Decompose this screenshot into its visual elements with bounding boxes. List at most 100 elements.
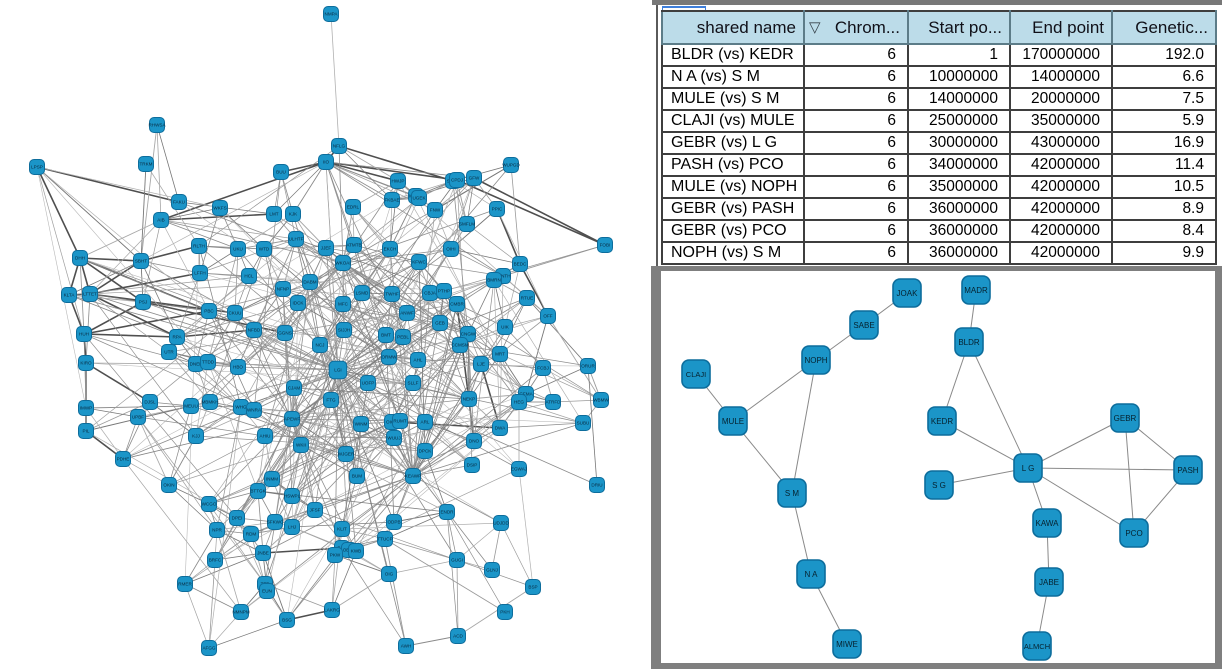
svg-text:FKBAE: FKBAE xyxy=(384,198,399,203)
svg-text:CPDJ: CPDJ xyxy=(451,178,463,183)
svg-text:FCBJ: FCBJ xyxy=(537,366,548,371)
svg-text:TWHF: TWHF xyxy=(385,292,398,297)
svg-text:CKUU: CKUU xyxy=(228,311,241,316)
svg-text:MULE: MULE xyxy=(722,417,744,426)
svg-text:JNBE: JNBE xyxy=(257,551,269,556)
svg-text:DPEI: DPEI xyxy=(232,516,243,521)
svg-text:ANWF: ANWF xyxy=(400,311,414,316)
svg-text:WUPGD: WUPGD xyxy=(502,163,520,168)
svg-text:HCL: HCL xyxy=(244,274,254,279)
svg-text:PKH: PKH xyxy=(500,610,509,615)
svg-text:AFGG: AFGG xyxy=(202,646,215,651)
svg-text:AHL: AHL xyxy=(414,358,423,363)
svg-text:SFKWC: SFKWC xyxy=(267,520,284,525)
svg-text:EKCH: EKCH xyxy=(384,247,397,252)
svg-text:HBO: HBO xyxy=(233,365,243,370)
svg-text:KWB: KWB xyxy=(351,549,361,554)
svg-text:SUBU: SUBU xyxy=(577,421,590,426)
svg-text:FTG: FTG xyxy=(326,398,336,403)
svg-text:ORUR: ORUR xyxy=(581,364,595,369)
svg-text:UPBF: UPBF xyxy=(132,415,144,420)
svg-text:BUU: BUU xyxy=(276,170,286,175)
svg-text:PTHP: PTHP xyxy=(438,289,450,294)
svg-text:RTUE: RTUE xyxy=(521,296,533,301)
svg-text:RUMT: RUMT xyxy=(393,419,406,424)
svg-text:UDJDD: UDJDD xyxy=(493,521,509,526)
svg-text:UGEK: UGEK xyxy=(412,196,426,201)
svg-text:BMT: BMT xyxy=(381,333,391,338)
svg-text:ULHTF: ULHTF xyxy=(289,237,304,242)
svg-text:KEDR: KEDR xyxy=(931,417,953,426)
svg-text:WCGO: WCGO xyxy=(202,502,217,507)
svg-text:BSG: BSG xyxy=(282,618,292,623)
svg-text:GLNJ: GLNJ xyxy=(486,568,498,573)
svg-text:APEWF: APEWF xyxy=(284,417,301,422)
svg-text:PSJ: PSJ xyxy=(139,300,147,305)
svg-text:TRKM: TRKM xyxy=(139,162,152,167)
svg-text:NOPH: NOPH xyxy=(804,356,827,365)
svg-text:UOFP: UOFP xyxy=(362,381,375,386)
svg-text:RHWSA: RHWSA xyxy=(148,123,166,128)
svg-text:DPCK: DPCK xyxy=(419,449,433,454)
svg-text:HEG: HEG xyxy=(514,400,524,405)
svg-text:OIG: OIG xyxy=(385,572,394,577)
svg-text:SBHT: SBHT xyxy=(135,259,147,264)
svg-text:WHG: WHG xyxy=(235,405,247,410)
svg-text:IDCK: IDCK xyxy=(293,301,305,306)
svg-text:RDM: RDM xyxy=(246,532,257,537)
svg-text:LJE: LJE xyxy=(477,362,485,367)
svg-text:DNEE: DNEE xyxy=(190,362,203,367)
svg-text:ORMW: ORMW xyxy=(381,355,397,360)
svg-text:BLDR: BLDR xyxy=(958,338,980,347)
svg-text:KAWA: KAWA xyxy=(1036,519,1060,528)
svg-text:DRIU: DRIU xyxy=(591,483,602,488)
svg-text:JABE: JABE xyxy=(1039,578,1059,587)
svg-text:RLTH: RLTH xyxy=(193,244,205,249)
svg-text:WJGER: WJGER xyxy=(338,452,355,457)
svg-text:HWJP: HWJP xyxy=(391,179,404,184)
svg-text:JFSF: JFSF xyxy=(310,508,321,513)
svg-text:PEBL: PEBL xyxy=(397,335,409,340)
svg-text:GEBR: GEBR xyxy=(1114,414,1137,423)
svg-text:SIJJH: SIJJH xyxy=(338,328,350,333)
svg-text:RMER: RMER xyxy=(178,582,192,587)
svg-text:GGNS: GGNS xyxy=(278,331,292,336)
svg-text:LGI: LGI xyxy=(334,368,341,373)
svg-text:UKU: UKU xyxy=(233,247,243,252)
svg-text:JOAK: JOAK xyxy=(897,289,919,298)
svg-text:BUM: BUM xyxy=(352,474,362,479)
svg-text:NFLG: NFLG xyxy=(333,144,346,149)
svg-text:LFFH: LFFH xyxy=(194,271,205,276)
svg-text:LSNTH: LSNTH xyxy=(495,274,510,279)
svg-text:EGWAJ: EGWAJ xyxy=(511,467,527,472)
svg-text:OIHI: OIHI xyxy=(446,247,455,252)
svg-text:ALMCH: ALMCH xyxy=(1024,642,1050,651)
svg-text:NCJ: NCJ xyxy=(316,343,325,348)
svg-text:OKIN: OKIN xyxy=(163,483,174,488)
svg-text:NMPA: NMPA xyxy=(325,12,339,17)
svg-text:NFNP: NFNP xyxy=(277,287,290,292)
svg-text:RPA: RPA xyxy=(172,335,182,340)
svg-text:SMFLM: SMFLM xyxy=(459,222,475,227)
svg-text:TTUCP: TTUCP xyxy=(377,537,392,542)
svg-text:JJEF: JJEF xyxy=(321,246,332,251)
svg-text:PIL: PIL xyxy=(83,429,90,434)
svg-text:DHH: DHH xyxy=(75,256,85,261)
svg-text:WUUJ: WUUJ xyxy=(387,436,400,441)
svg-text:UIK: UIK xyxy=(501,325,510,330)
svg-text:KJJ: KJJ xyxy=(192,434,200,439)
svg-text:BEDC: BEDC xyxy=(514,262,527,267)
svg-text:GUGI: GUGI xyxy=(451,558,463,563)
svg-text:KLTA: KLTA xyxy=(64,293,76,298)
svg-text:WTD: WTD xyxy=(259,247,270,252)
svg-text:PDHE: PDHE xyxy=(117,457,130,462)
svg-text:NEKP: NEKP xyxy=(463,397,476,402)
svg-text:CCMSM: CCMSM xyxy=(451,343,469,348)
svg-text:MRT: MRT xyxy=(495,352,505,357)
svg-text:NMNPM: NMNPM xyxy=(232,610,250,615)
svg-text:LSMD: LSMD xyxy=(356,291,369,296)
svg-text:MIWE: MIWE xyxy=(836,640,858,649)
svg-text:BRFC: BRFC xyxy=(209,558,222,563)
svg-text:LMT: LMT xyxy=(269,212,278,217)
svg-text:ATMTB: ATMTB xyxy=(346,243,361,248)
